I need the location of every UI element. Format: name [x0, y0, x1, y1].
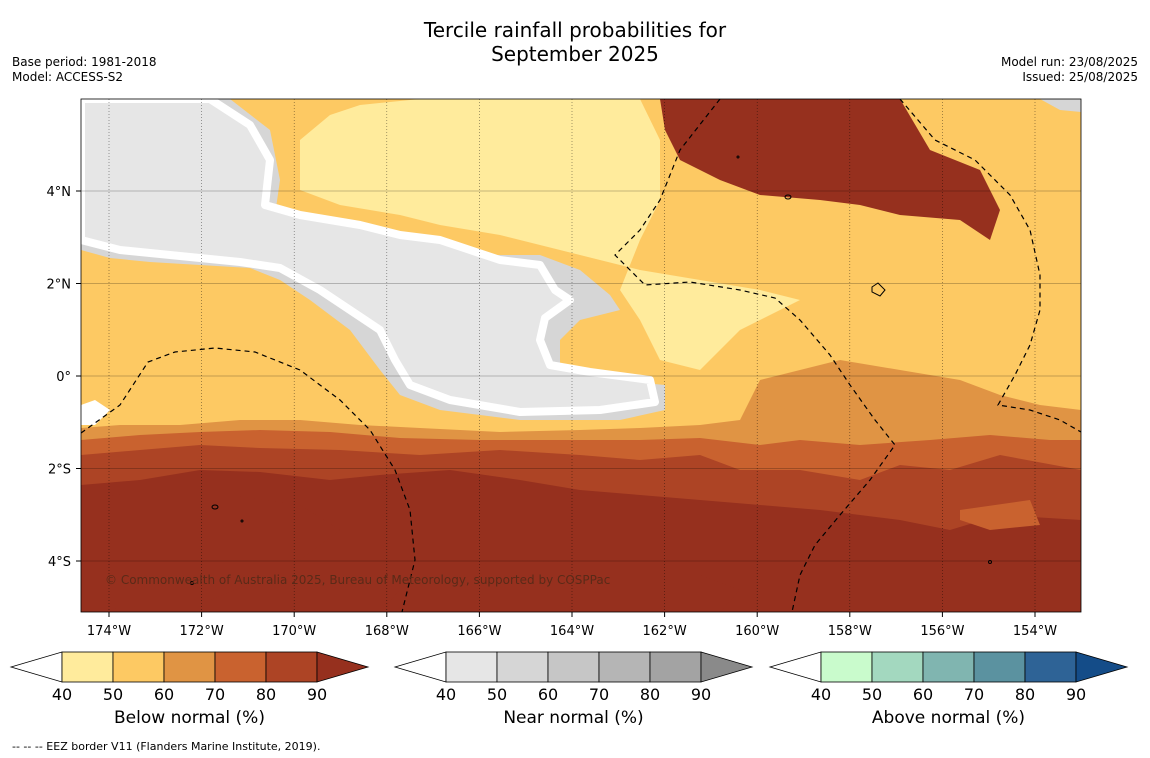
- colorbar-segment: [445, 651, 498, 683]
- colorbar-low-arrow: [768, 651, 822, 683]
- latitude-axis: 4°N 2°N 0° 2°S 4°S: [47, 185, 81, 570]
- longitude-axis: 174°W 172°W 170°W 168°W 166°W 164°W 162°W 160°W…: [87, 612, 1057, 639]
- colorbar-tick-label: 60: [154, 685, 174, 704]
- colorbar-segment: [820, 651, 873, 683]
- below-normal-label: Below normal (%): [114, 708, 265, 728]
- lat-tick-label: 2°N: [47, 278, 72, 293]
- colorbar-tick-label: 70: [589, 685, 609, 704]
- colorbar-high-arrow: [700, 651, 754, 683]
- colorbar-segment: [163, 651, 216, 683]
- colorbar-tick-label: 70: [205, 685, 225, 704]
- colorbar-tick-label: 40: [436, 685, 456, 704]
- footnote: -- -- -- EEZ border V11 (Flanders Marine…: [12, 740, 321, 753]
- colorbar-segment: [547, 651, 600, 683]
- colorbar-tick-label: 90: [1066, 685, 1086, 704]
- colorbar-segment: [265, 651, 318, 683]
- eez-border: [81, 99, 1081, 612]
- lon-tick-label: 166°W: [457, 624, 501, 639]
- colorbar-below: 40 50 60 70 80 90: [9, 651, 370, 704]
- lon-tick-label: 154°W: [1013, 624, 1057, 639]
- colorbar-tick-label: 50: [862, 685, 882, 704]
- colorbar-near: 40 50 60 70 80 90: [393, 651, 754, 704]
- base-period: Base period: 1981-2018: [12, 55, 157, 69]
- lon-tick-label: 170°W: [272, 624, 316, 639]
- colorbar-segment: [61, 651, 114, 683]
- copyright-text: © Commonwealth of Australia 2025, Bureau…: [105, 573, 610, 587]
- above-normal-label: Above normal (%): [871, 708, 1026, 728]
- lon-tick-label: 158°W: [828, 624, 872, 639]
- colorbar-high-arrow: [316, 651, 370, 683]
- colorbar-low-arrow: [9, 651, 63, 683]
- lon-tick-label: 156°W: [920, 624, 964, 639]
- colorbar-tick-label: 50: [103, 685, 123, 704]
- title-line-2: September 2025: [491, 42, 659, 66]
- colorbar-high-arrow: [1075, 651, 1129, 683]
- colorbar-tick-label: 50: [487, 685, 507, 704]
- lon-tick-label: 168°W: [365, 624, 409, 639]
- colorbar-tick-label: 60: [538, 685, 558, 704]
- colorbar-tick-label: 40: [52, 685, 72, 704]
- colorbar-tick-label: 70: [964, 685, 984, 704]
- colorbar-segment: [496, 651, 549, 683]
- lon-tick-label: 160°W: [735, 624, 779, 639]
- model-run: Model run: 23/08/2025: [1000, 55, 1138, 69]
- gridlines: [80, 98, 1082, 613]
- colorbar-above: 40 50 60 70 80 90: [768, 651, 1129, 704]
- colorbar-tick-label: 90: [691, 685, 711, 704]
- colorbar-segment: [973, 651, 1026, 683]
- lon-tick-label: 174°W: [87, 624, 131, 639]
- lat-tick-label: 4°S: [48, 555, 71, 570]
- colorbar-segment: [871, 651, 924, 683]
- map-frame: [80, 98, 1082, 613]
- meta-right: Model run: 23/08/2025 Issued: 25/08/2025: [1001, 55, 1138, 85]
- colorbar-tick-label: 40: [811, 685, 831, 704]
- colorbar-segment: [922, 651, 975, 683]
- lat-tick-label: 4°N: [47, 185, 72, 200]
- colorbar-segment: [1024, 651, 1077, 683]
- lat-tick-label: 2°S: [48, 463, 71, 478]
- near-normal-label: Near normal (%): [503, 708, 644, 728]
- colorbar-segment: [598, 651, 651, 683]
- lon-tick-label: 172°W: [180, 624, 224, 639]
- lat-tick-label: 0°: [56, 370, 71, 385]
- colorbar-tick-label: 80: [256, 685, 276, 704]
- colorbar-tick-label: 80: [1015, 685, 1035, 704]
- colorbar-segment: [649, 651, 702, 683]
- colorbar-segment: [112, 651, 165, 683]
- islands: [190, 155, 992, 585]
- title-line-1: Tercile rainfall probabilities for: [423, 18, 727, 42]
- colorbar-segment: [214, 651, 267, 683]
- colorbar-low-arrow: [393, 651, 447, 683]
- colorbar-tick-label: 80: [640, 685, 660, 704]
- colorbar-tick-label: 60: [913, 685, 933, 704]
- lon-tick-label: 164°W: [550, 624, 594, 639]
- issued-date: Issued: 25/08/2025: [1022, 70, 1138, 84]
- colorbar-tick-label: 90: [307, 685, 327, 704]
- map-title: Tercile rainfall probabilities for Septe…: [0, 18, 1150, 66]
- meta-left: Base period: 1981-2018 Model: ACCESS-S2: [12, 55, 157, 85]
- model-name: Model: ACCESS-S2: [12, 70, 124, 84]
- lon-tick-label: 162°W: [643, 624, 687, 639]
